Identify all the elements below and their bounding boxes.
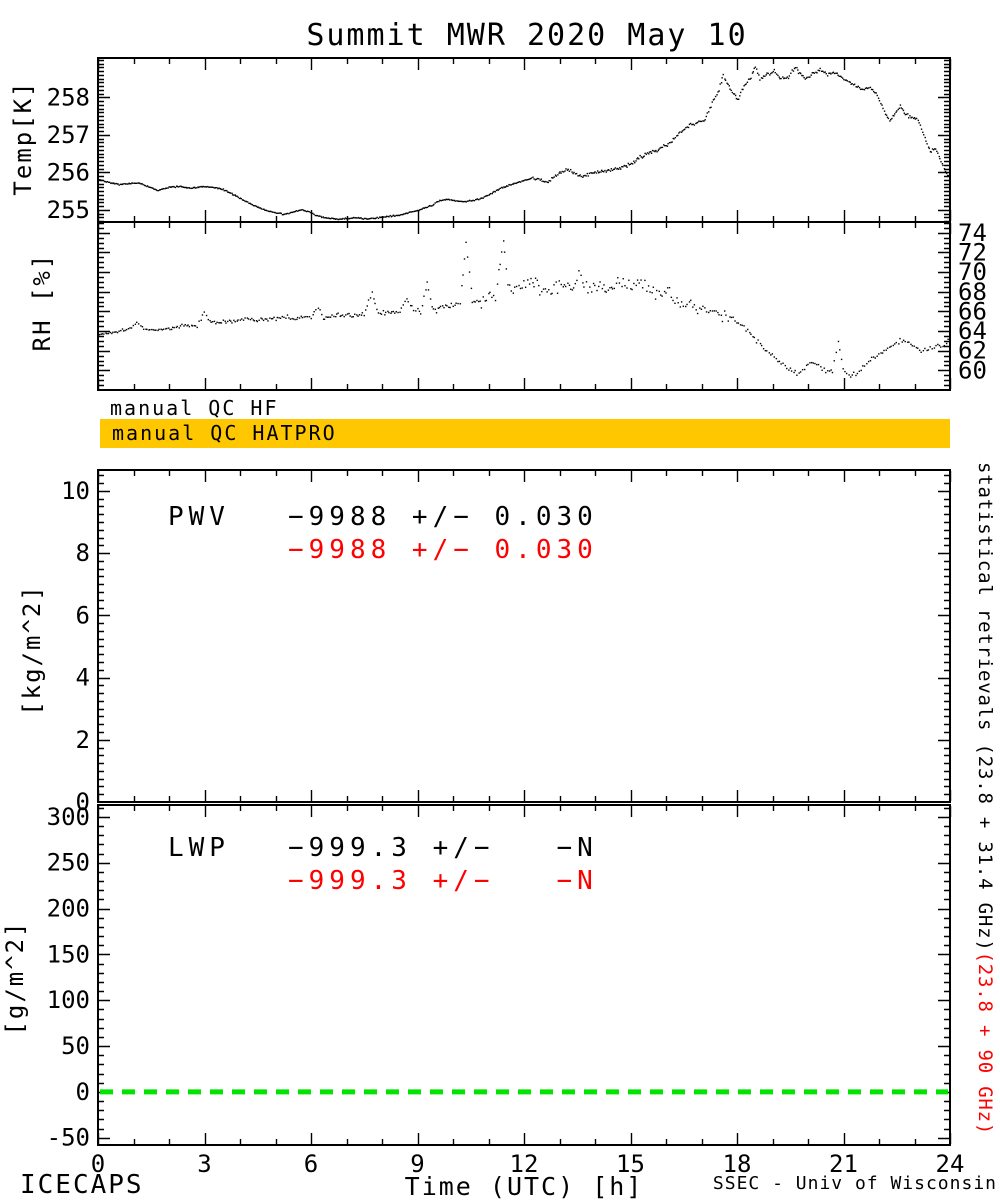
rh-axis-label: RH [%] <box>28 252 56 352</box>
lwp-value-black: −999.3 +/− −N <box>288 833 598 863</box>
pwv-axis-label: [kg/m^2] <box>18 584 46 716</box>
manual-qc-hf-label: manual QC HF <box>110 396 279 420</box>
retrieval-method-sidelabel: statistical retrievals (23.8 + 31.4 GHz)… <box>972 462 998 1182</box>
retrieval-method-sidelabel-black: statistical retrievals (23.8 + 31.4 GHz) <box>974 462 996 952</box>
pwv-value-black: −9988 +/− 0.030 <box>288 502 598 532</box>
manual-qc-hatpro-bar: manual QC HATPRO <box>100 419 950 448</box>
manual-qc-hatpro-label: manual QC HATPRO <box>112 421 337 445</box>
pwv-title: PWV <box>168 502 230 532</box>
rh-panel-canvas <box>0 218 1000 396</box>
time-axis-label: Time (UTC) [h] <box>404 1172 644 1200</box>
retrieval-method-sidelabel-red: (23.8 + 90 GHz) <box>974 951 996 1136</box>
temp-panel-canvas <box>0 40 1000 224</box>
lwp-value-red: −999.3 +/− −N <box>288 866 598 896</box>
pwv-panel-canvas <box>0 460 1000 816</box>
pwv-value-red: −9988 +/− 0.030 <box>288 535 598 565</box>
lwp-axis-label: [g/m^2] <box>1 920 29 1036</box>
credit-label: SSEC - Univ of Wisconsin <box>712 1173 997 1194</box>
lwp-title: LWP <box>168 833 230 863</box>
project-name-label: ICECAPS <box>20 1170 144 1200</box>
lwp-panel-canvas <box>0 790 1000 1190</box>
